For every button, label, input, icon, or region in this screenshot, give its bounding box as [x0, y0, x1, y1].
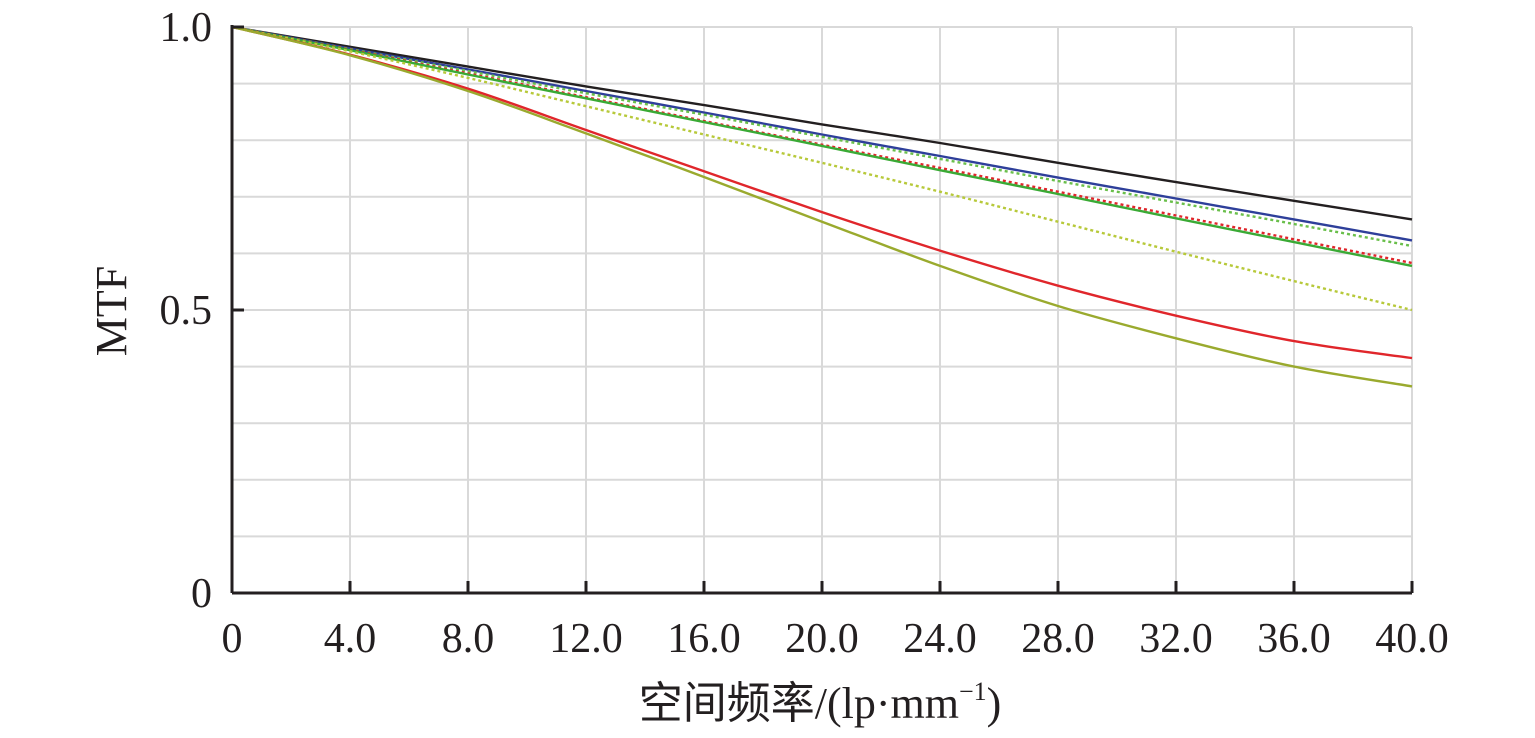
- series-lines: [231, 25, 1413, 388]
- series-line-1: [231, 25, 1413, 221]
- tick-labels: 0 4.0 8.0 12.0 16.0 20.0 24.0 28.0 32.0 36.0 40.0 0…: [160, 5, 1449, 662]
- x-tick-label: 20.0: [785, 616, 859, 662]
- axes: [230, 25, 1414, 595]
- x-tick-label: 12.0: [549, 616, 623, 662]
- x-axis-title: 空间频率/(lp·mm−1): [639, 677, 1002, 728]
- series-line-7: [231, 25, 1413, 360]
- series-line-2: [231, 25, 1413, 242]
- x-tick-label: 0: [222, 616, 243, 662]
- x-tick-label: 40.0: [1375, 616, 1449, 662]
- y-tick-label: 1.0: [160, 5, 213, 51]
- series-line-5: [231, 25, 1413, 268]
- x-tick-label: 4.0: [324, 616, 377, 662]
- y-axis-title: MTF: [87, 266, 136, 356]
- x-axis-title-main: 空间频率/(lp·mm: [639, 679, 959, 728]
- y-tick-label: 0.5: [160, 288, 213, 334]
- x-tick-label: 16.0: [667, 616, 741, 662]
- grid-lines: [232, 26, 1413, 593]
- x-tick-label: 24.0: [903, 616, 977, 662]
- x-tick-label: 28.0: [1021, 616, 1095, 662]
- x-tick-label: 36.0: [1257, 616, 1331, 662]
- x-tick-label: 8.0: [442, 616, 495, 662]
- x-axis-title-close: ): [987, 679, 1002, 728]
- series-line-8: [231, 25, 1413, 388]
- y-tick-label: 0: [191, 571, 212, 617]
- x-axis-title-superscript: −1: [959, 677, 987, 706]
- series-line-3: [231, 25, 1413, 248]
- x-tick-label: 32.0: [1139, 616, 1213, 662]
